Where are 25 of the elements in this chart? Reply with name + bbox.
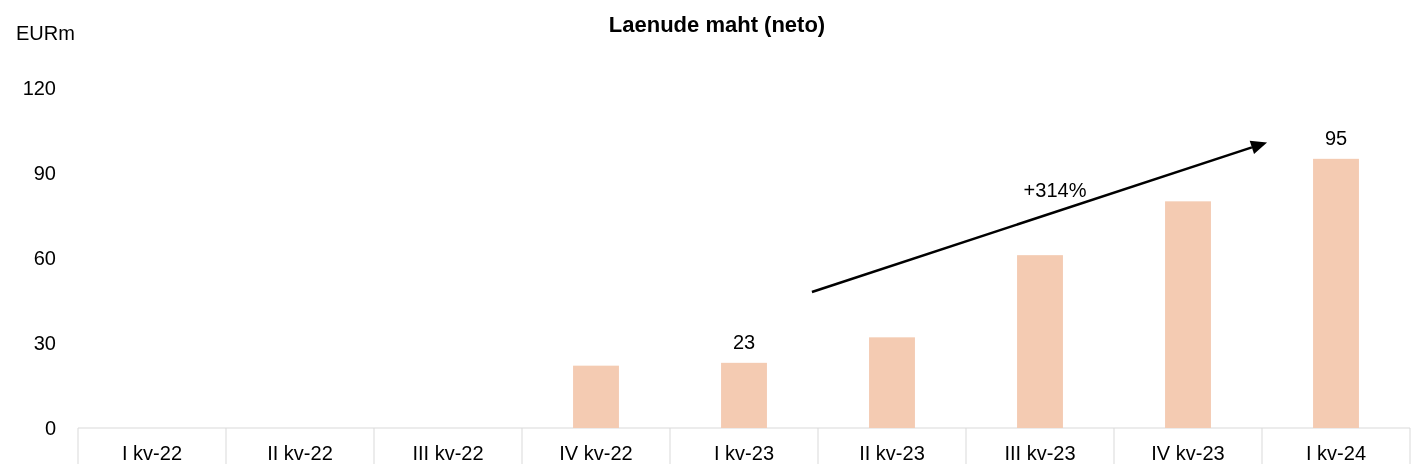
chart-title: Laenude maht (neto) <box>608 12 826 37</box>
x-tick-label: IV kv-23 <box>1151 442 1225 464</box>
y-tick-label: 120 <box>22 76 56 99</box>
bar <box>869 337 915 428</box>
y-axis-title: EURm <box>16 22 75 44</box>
y-tick-label: 30 <box>33 331 56 354</box>
x-tick-label: III kv-23 <box>1004 442 1076 464</box>
bar <box>1313 158 1359 428</box>
data-label: 23 <box>732 330 756 353</box>
x-tick-label: II kv-22 <box>267 442 333 464</box>
x-tick-label: I kv-24 <box>1305 442 1367 464</box>
x-tick-label: IV kv-22 <box>559 442 633 464</box>
x-tick-label: I kv-22 <box>121 442 183 464</box>
bar <box>573 365 619 428</box>
annotation: +314% <box>1023 178 1087 201</box>
y-tick-label: 0 <box>44 416 56 439</box>
x-tick-label: I kv-23 <box>713 442 775 464</box>
bar <box>1165 201 1211 428</box>
y-tick-label: 90 <box>33 161 56 184</box>
y-tick-label: 60 <box>33 246 56 269</box>
bar <box>1017 255 1063 428</box>
x-tick-label: III kv-22 <box>412 442 484 464</box>
bar <box>721 362 767 428</box>
data-label: 95 <box>1324 126 1348 149</box>
x-tick-label: II kv-23 <box>859 442 925 464</box>
